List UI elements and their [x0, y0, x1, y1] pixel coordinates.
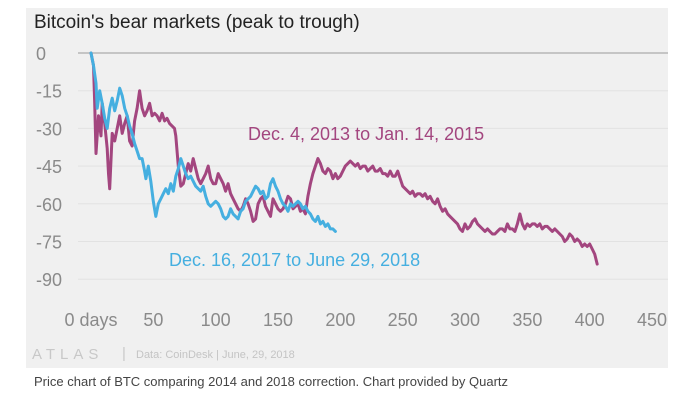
x-tick-label: 100: [201, 310, 231, 330]
series-label-2017-2018: Dec. 16, 2017 to June 29, 2018: [169, 250, 420, 270]
series-label-2013-2015: Dec. 4, 2013 to Jan. 14, 2015: [248, 124, 484, 144]
y-tick-label: -15: [36, 82, 62, 102]
chart-card: Bitcoin's bear markets (peak to trough) …: [26, 8, 668, 368]
y-tick-label: -75: [36, 232, 62, 252]
x-tick-label: 0 days: [64, 310, 117, 330]
x-tick-label: 200: [325, 310, 355, 330]
figure-caption: Price chart of BTC comparing 2014 and 20…: [34, 374, 509, 389]
x-tick-label: 350: [512, 310, 542, 330]
data-source-note: Data: CoinDesk | June, 29, 2018: [136, 349, 295, 361]
x-tick-label: 250: [388, 310, 418, 330]
y-tick-label: -60: [36, 195, 62, 215]
atlas-logo: ATLAS: [32, 346, 104, 363]
line-chart: 0 -15 -30 -45 -60 -75 -900 days 50 100 150 200 250 3…: [36, 44, 668, 330]
x-tick-label: 400: [575, 310, 605, 330]
y-tick-label: -90: [36, 270, 62, 290]
x-tick-label: 450: [637, 310, 667, 330]
y-tick-label: -30: [36, 119, 62, 139]
footer-separator: |: [122, 345, 126, 362]
x-tick-label: 300: [450, 310, 480, 330]
series-line-2013-2015: [89, 51, 599, 266]
chart-title: Bitcoin's bear markets (peak to trough): [34, 12, 360, 33]
y-tick-label: -45: [36, 157, 62, 177]
x-tick-label: 50: [143, 310, 163, 330]
y-tick-label: 0: [36, 44, 46, 64]
series-line-2017-2018: [89, 51, 337, 233]
x-tick-label: 150: [263, 310, 293, 330]
